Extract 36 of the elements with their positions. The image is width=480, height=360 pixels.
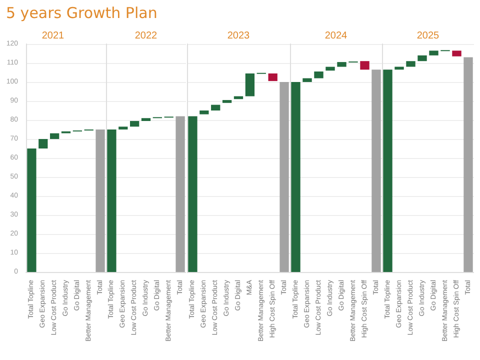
chart-subtitle: 2023 xyxy=(227,30,250,42)
bar xyxy=(108,130,117,272)
bar xyxy=(302,78,312,82)
bar xyxy=(210,104,220,110)
bar xyxy=(394,66,404,70)
chart-title: 5 years Growth Plan xyxy=(6,4,158,22)
bar xyxy=(326,66,336,71)
bar xyxy=(188,116,198,272)
bar xyxy=(222,100,232,103)
bar xyxy=(96,130,105,272)
chart-subtitle: 2022 xyxy=(135,30,158,42)
bar xyxy=(383,70,392,272)
bar xyxy=(176,116,186,272)
bar xyxy=(280,82,289,272)
bar xyxy=(418,55,427,62)
bar xyxy=(337,62,347,67)
bar xyxy=(314,72,324,78)
bar xyxy=(199,110,209,114)
chart-subtitle: 2025 xyxy=(416,30,440,42)
bar xyxy=(452,50,462,56)
bar xyxy=(27,148,36,272)
bar xyxy=(268,73,278,82)
chart-subtitle: 2021 xyxy=(42,30,65,42)
bar xyxy=(429,50,438,56)
bar xyxy=(245,73,254,96)
bar xyxy=(406,61,416,67)
chart-subtitle: 2024 xyxy=(325,30,348,42)
bar xyxy=(372,70,382,272)
bar xyxy=(118,126,128,130)
bar xyxy=(38,139,48,148)
bar xyxy=(291,82,301,272)
bar xyxy=(360,61,370,70)
bar xyxy=(50,133,60,139)
bar xyxy=(142,118,151,121)
bar xyxy=(130,120,140,127)
bar xyxy=(464,57,473,272)
